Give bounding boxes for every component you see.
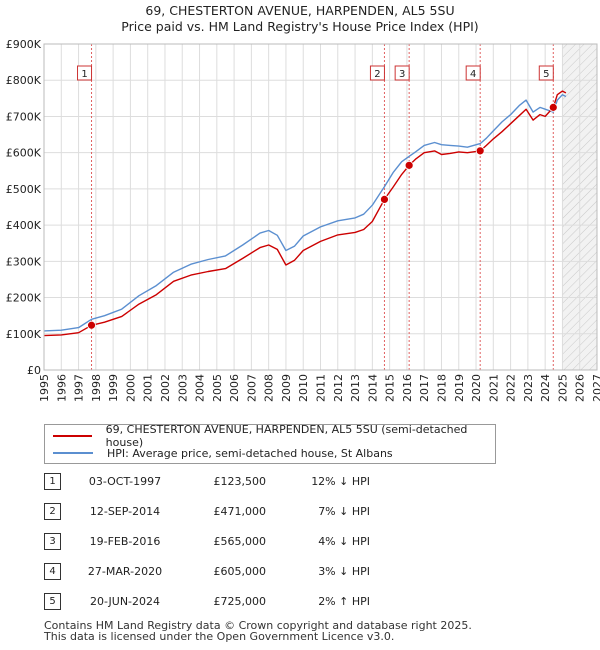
- y-tick-label: £0: [27, 364, 41, 377]
- y-tick-label: £300K: [6, 255, 42, 268]
- table-row: 2 12-SEP-2014 £471,000 7% ↓ HPI: [0, 500, 600, 520]
- x-tick-label: 2025: [556, 374, 569, 402]
- sale-label-box: [77, 65, 93, 81]
- x-tick-label: 2024: [539, 374, 552, 402]
- y-tick-label: £700K: [6, 110, 42, 123]
- transaction-price: £605,000: [213, 565, 267, 578]
- transaction-date: 27-MAR-2020: [87, 565, 163, 578]
- sale-label: 5: [543, 69, 549, 80]
- series-line-hpi: [43, 93, 567, 332]
- y-tick-label: £500K: [6, 183, 42, 196]
- x-tick-label: 1995: [38, 374, 51, 402]
- x-tick-label: 2008: [263, 374, 276, 402]
- sale-label: 1: [81, 69, 87, 80]
- y-tick-label: £400K: [6, 219, 42, 232]
- legend-item-hpi: HPI: Average price, semi-detached house,…: [45, 445, 393, 461]
- footer-licence: This data is licensed under the Open Gov…: [44, 630, 395, 643]
- transaction-date: 12-SEP-2014: [89, 505, 161, 518]
- x-tick-label: 2018: [435, 374, 448, 402]
- transaction-number: 5: [44, 593, 61, 610]
- x-tick-label: 1998: [90, 374, 103, 402]
- x-tick-label: 2013: [349, 374, 362, 402]
- price-chart: 1 2 3 4 5 £0 £100K £200K £300K £400K £500K £600K £70…: [6, 38, 600, 402]
- transaction-date: 20-JUN-2024: [89, 595, 161, 608]
- footer-copyright: Contains HM Land Registry data © Crown c…: [44, 619, 472, 632]
- transaction-date: 19-FEB-2016: [89, 535, 161, 548]
- y-tick-label: £200K: [6, 292, 42, 305]
- x-tick-label: 2009: [280, 374, 293, 402]
- x-tick-label: 2000: [124, 374, 137, 402]
- transaction-hpi: 3% ↓ HPI: [318, 565, 370, 578]
- x-tick-label: 2015: [384, 374, 397, 402]
- transaction-hpi: 12% ↓ HPI: [311, 475, 370, 488]
- transaction-hpi: 7% ↓ HPI: [318, 505, 370, 518]
- chart-title: 69, CHESTERTON AVENUE, HARPENDEN, AL5 5S…: [145, 3, 455, 18]
- sale-point: [548, 102, 558, 112]
- x-tick-label: 2006: [228, 374, 241, 402]
- table-row: 3 19-FEB-2016 £565,000 4% ↓ HPI: [0, 530, 600, 550]
- legend-label-property: 69, CHESTERTON AVENUE, HARPENDEN, AL5 5S…: [105, 423, 468, 449]
- chart-subtitle: Price paid vs. HM Land Registry's House …: [121, 19, 479, 34]
- sale-point: [475, 146, 485, 156]
- x-tick-label: 2027: [591, 374, 600, 402]
- transaction-number: 2: [44, 503, 61, 520]
- legend: 69, CHESTERTON AVENUE, HARPENDEN, AL5 5S…: [44, 423, 496, 464]
- x-tick-label: 2021: [487, 374, 500, 402]
- transaction-date: 03-OCT-1997: [88, 475, 162, 488]
- y-tick-label: £100K: [6, 328, 42, 341]
- transaction-price: £725,000: [213, 595, 267, 608]
- transaction-number: 3: [44, 533, 61, 550]
- y-tick-label: £900K: [6, 38, 42, 51]
- x-tick-label: 2020: [470, 374, 483, 402]
- legend-swatch-property: [53, 435, 92, 437]
- x-tick-label: 2019: [453, 374, 466, 402]
- legend-item-property: 69, CHESTERTON AVENUE, HARPENDEN, AL5 5S…: [45, 423, 495, 449]
- x-tick-label: 2003: [176, 374, 189, 402]
- sale-label: 4: [470, 69, 476, 80]
- table-row: 1 03-OCT-1997 £123,500 12% ↓ HPI: [0, 470, 600, 490]
- transaction-price: £471,000: [213, 505, 267, 518]
- legend-swatch-hpi: [53, 452, 93, 454]
- x-tick-label: 2023: [522, 374, 535, 402]
- table-row: 5 20-JUN-2024 £725,000 2% ↑ HPI: [0, 590, 600, 610]
- sale-point: [404, 160, 414, 170]
- x-tick-label: 2007: [245, 374, 258, 402]
- sale-point: [380, 194, 389, 204]
- x-tick-label: 2010: [297, 374, 310, 402]
- sale-point: [87, 320, 96, 330]
- sale-label-box: [538, 65, 554, 81]
- x-tick-label: 2004: [194, 374, 207, 402]
- sale-label: 2: [374, 69, 380, 80]
- footer: Contains HM Land Registry data © Crown c…: [44, 620, 472, 642]
- x-tick-label: 2012: [332, 374, 345, 402]
- x-tick-label: 2026: [574, 374, 587, 402]
- transaction-price: £565,000: [213, 535, 267, 548]
- x-tick-label: 2014: [366, 374, 379, 402]
- x-tick-label: 2005: [211, 374, 224, 402]
- x-tick-label: 2016: [401, 374, 414, 402]
- x-tick-label: 2017: [418, 374, 431, 402]
- transaction-number: 4: [44, 563, 61, 580]
- table-row: 4 27-MAR-2020 £605,000 3% ↓ HPI: [0, 560, 600, 580]
- transaction-number: 1: [44, 473, 61, 490]
- x-tick-label: 1999: [107, 374, 120, 402]
- transaction-hpi: 2% ↑ HPI: [318, 595, 370, 608]
- x-tick-label: 1997: [73, 374, 86, 402]
- sale-label-box: [465, 65, 481, 81]
- x-tick-label: 2001: [142, 374, 155, 402]
- x-tick-label: 2002: [159, 374, 172, 402]
- x-tick-label: 1996: [55, 374, 68, 402]
- sale-label-box: [369, 65, 385, 81]
- transaction-price: £123,500: [213, 475, 267, 488]
- sale-label: 3: [399, 69, 405, 80]
- y-tick-label: £800K: [6, 74, 42, 87]
- x-tick-label: 2022: [505, 374, 518, 402]
- x-tick-label: 2011: [315, 374, 328, 402]
- sale-label-box: [394, 65, 410, 81]
- plot-border: [43, 43, 598, 371]
- legend-label-hpi: HPI: Average price, semi-detached house,…: [107, 446, 393, 460]
- y-tick-label: £600K: [6, 147, 42, 160]
- transaction-hpi: 4% ↓ HPI: [318, 535, 370, 548]
